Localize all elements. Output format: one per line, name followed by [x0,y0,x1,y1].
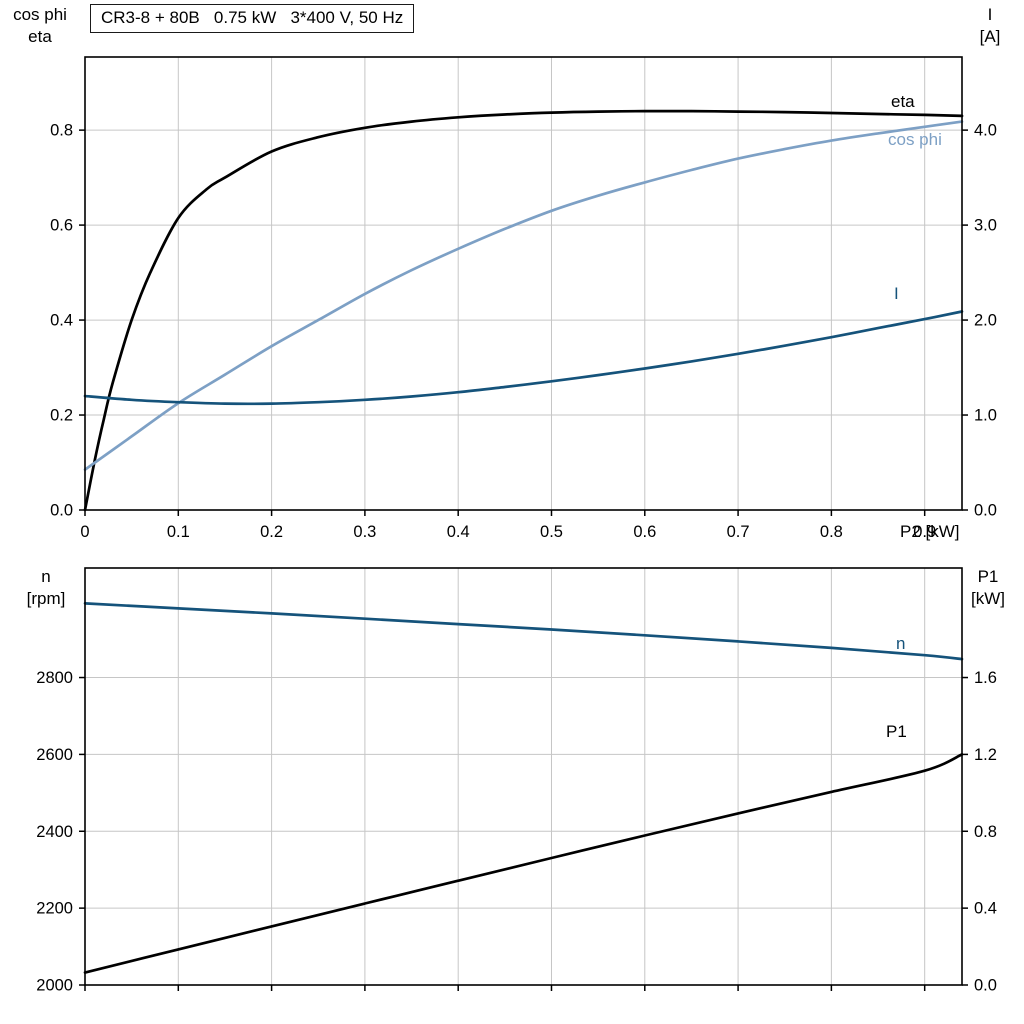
tick-label: 0.9 [913,523,936,541]
tick-label: 0.0 [50,502,73,520]
tick-label: 0.5 [540,523,563,541]
tick-label: 3.0 [974,217,997,235]
curve-label-current: I [894,284,899,303]
tick-label: 0.0 [974,977,997,995]
curve-n [83,602,964,661]
tick-label: 0 [80,523,89,541]
curve-label-eta: eta [891,92,915,111]
tick-label: 0.1 [167,523,190,541]
tick-label: 2400 [36,823,73,841]
tick-label: 0.8 [974,823,997,841]
curve-eta [83,109,964,512]
tick-label: 0.6 [50,217,73,235]
bottom-chart-canvas: 2000 2200 2400 2600 2800 0.0 0.4 0.8 1.2 1.6 [36,567,997,995]
top-right-axis-title: I [A] [960,4,1020,48]
tick-label: 0.3 [353,523,376,541]
axis-title-kw-unit: [kW] [971,589,1005,609]
curve-label-cos-phi: cos phi [888,130,942,149]
axis-title-p1: P1 [977,567,999,586]
tick-label: 0.4 [447,523,470,541]
axis-title-speed: n [41,567,51,586]
bottom-left-axis-title: n [rpm] [12,566,80,610]
axis-title-current: I [987,5,993,24]
tick-label: 0.2 [50,407,73,425]
tick-label: 2.0 [974,312,997,330]
tick-label: 1.0 [974,407,997,425]
axis-title-ampere-unit: [A] [979,27,1001,47]
x-axis-title-p2: P2 [kW] [900,522,960,541]
axis-title-rpm-unit: [rpm] [26,589,66,609]
tick-label: 2800 [36,669,73,687]
tick-label: 0.0 [974,502,997,520]
top-left-axis-title: cos phi eta [4,4,76,48]
bottom-right-axis-title: P1 [kW] [956,566,1020,610]
tick-label: 0.4 [50,312,73,330]
tick-label: 2000 [36,977,73,995]
tick-label: 0.8 [820,523,843,541]
curve-p1 [83,753,964,974]
tick-label: 2600 [36,746,73,764]
tick-label: 0.7 [727,523,750,541]
tick-label: 4.0 [974,122,997,140]
tick-label: 0.2 [260,523,283,541]
curve-i [83,310,964,406]
curve-label-p1: P1 [886,722,907,741]
curve-cos-phi [83,120,964,471]
tick-label: 0.4 [974,900,997,918]
tick-label: 2200 [36,900,73,918]
plot-frame [84,567,963,986]
axis-title-eta: eta [28,27,52,47]
chart-title-box: CR3-8 + 80B 0.75 kW 3*400 V, 50 Hz [90,4,415,33]
tick-label: 0.8 [50,122,73,140]
tick-label: 0.6 [633,523,656,541]
curve-label-speed: n [896,634,906,653]
tick-label: 1.6 [974,669,997,687]
top-chart-canvas: 0 0.1 0.2 0.3 0.4 0.5 0.6 0.7 0.8 0.9 0.0 0.2 0.4 0.6… [50,56,997,541]
axis-title-cos-phi: cos phi [13,5,67,24]
plot-frame [84,56,963,511]
tick-label: 1.2 [974,746,997,764]
